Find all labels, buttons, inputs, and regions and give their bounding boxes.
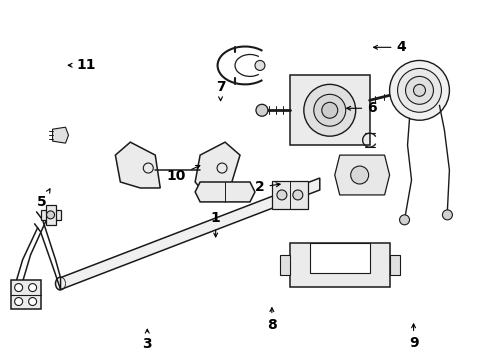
Circle shape <box>293 190 303 200</box>
Text: 5: 5 <box>37 189 50 209</box>
Circle shape <box>314 94 346 126</box>
Circle shape <box>304 84 356 136</box>
Polygon shape <box>61 178 320 289</box>
Polygon shape <box>310 243 369 273</box>
Text: 9: 9 <box>409 324 418 350</box>
Polygon shape <box>52 127 69 143</box>
Circle shape <box>397 68 441 112</box>
Circle shape <box>255 60 265 71</box>
Polygon shape <box>390 255 399 275</box>
Circle shape <box>399 215 410 225</box>
Circle shape <box>351 166 368 184</box>
Text: 7: 7 <box>216 80 225 101</box>
Polygon shape <box>280 255 290 275</box>
Polygon shape <box>195 142 240 188</box>
Circle shape <box>15 298 23 306</box>
Circle shape <box>322 102 338 118</box>
Polygon shape <box>115 142 160 188</box>
Text: 11: 11 <box>68 58 96 72</box>
Circle shape <box>414 84 425 96</box>
Polygon shape <box>290 243 390 287</box>
Text: 4: 4 <box>373 40 406 54</box>
Polygon shape <box>11 280 41 310</box>
Circle shape <box>47 211 54 219</box>
Circle shape <box>442 210 452 220</box>
Circle shape <box>28 298 37 306</box>
Circle shape <box>277 190 287 200</box>
Polygon shape <box>290 75 369 145</box>
Text: 3: 3 <box>143 329 152 351</box>
Polygon shape <box>41 210 61 220</box>
Circle shape <box>406 76 434 104</box>
Circle shape <box>15 284 23 292</box>
Text: 6: 6 <box>347 101 377 115</box>
Polygon shape <box>195 182 255 202</box>
Text: 10: 10 <box>167 166 200 183</box>
Circle shape <box>390 60 449 120</box>
Circle shape <box>256 104 268 116</box>
Circle shape <box>28 284 37 292</box>
Polygon shape <box>46 205 55 225</box>
Text: 2: 2 <box>255 180 280 194</box>
Polygon shape <box>335 155 390 195</box>
Polygon shape <box>272 181 308 209</box>
Text: 1: 1 <box>211 211 220 237</box>
Circle shape <box>411 85 418 93</box>
Text: 8: 8 <box>267 308 277 332</box>
